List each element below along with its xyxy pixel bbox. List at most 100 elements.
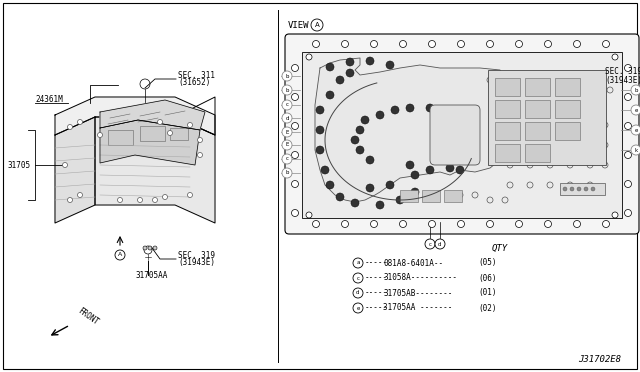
Circle shape bbox=[306, 212, 312, 218]
Circle shape bbox=[282, 127, 292, 137]
Circle shape bbox=[282, 85, 292, 95]
Text: e: e bbox=[634, 128, 637, 132]
Circle shape bbox=[77, 119, 83, 125]
Circle shape bbox=[631, 145, 640, 155]
Text: E: E bbox=[285, 129, 289, 135]
Circle shape bbox=[573, 41, 580, 48]
Text: 31705AA -------: 31705AA ------- bbox=[383, 304, 452, 312]
Circle shape bbox=[138, 198, 143, 202]
Circle shape bbox=[429, 221, 435, 228]
Circle shape bbox=[625, 122, 632, 129]
Circle shape bbox=[376, 201, 384, 209]
Circle shape bbox=[198, 153, 202, 157]
Bar bbox=[140, 126, 165, 141]
Circle shape bbox=[399, 221, 406, 228]
Circle shape bbox=[346, 58, 354, 66]
Circle shape bbox=[612, 54, 618, 60]
Circle shape bbox=[515, 221, 522, 228]
Circle shape bbox=[486, 41, 493, 48]
Circle shape bbox=[446, 164, 454, 172]
Circle shape bbox=[342, 221, 349, 228]
Text: c: c bbox=[285, 103, 289, 108]
Text: SEC. 311: SEC. 311 bbox=[178, 71, 215, 80]
Bar bbox=[444, 190, 462, 202]
Bar bbox=[170, 128, 188, 140]
Text: -----: ----- bbox=[365, 273, 388, 282]
Circle shape bbox=[291, 122, 298, 129]
Bar bbox=[422, 190, 440, 202]
Text: 24361M: 24361M bbox=[35, 96, 63, 105]
Bar bbox=[555, 100, 580, 118]
Bar bbox=[525, 122, 550, 140]
Circle shape bbox=[326, 91, 334, 99]
Circle shape bbox=[353, 258, 363, 268]
Circle shape bbox=[563, 187, 567, 191]
Circle shape bbox=[321, 166, 329, 174]
Circle shape bbox=[115, 250, 125, 260]
Text: c: c bbox=[356, 276, 360, 280]
Text: b: b bbox=[634, 87, 637, 93]
Text: (06): (06) bbox=[478, 273, 497, 282]
Circle shape bbox=[625, 93, 632, 100]
Circle shape bbox=[311, 19, 323, 31]
Circle shape bbox=[545, 41, 552, 48]
Circle shape bbox=[118, 198, 122, 202]
Circle shape bbox=[425, 239, 435, 249]
Circle shape bbox=[515, 41, 522, 48]
Polygon shape bbox=[100, 120, 200, 165]
Circle shape bbox=[631, 85, 640, 95]
Circle shape bbox=[612, 212, 618, 218]
Bar bbox=[495, 122, 520, 140]
Circle shape bbox=[342, 41, 349, 48]
Text: SEC. 319: SEC. 319 bbox=[178, 250, 215, 260]
Circle shape bbox=[282, 154, 292, 164]
Text: c: c bbox=[429, 241, 431, 247]
Text: a: a bbox=[356, 260, 360, 266]
Circle shape bbox=[371, 41, 378, 48]
Circle shape bbox=[97, 132, 102, 138]
Text: e: e bbox=[356, 305, 360, 311]
Circle shape bbox=[356, 146, 364, 154]
Circle shape bbox=[396, 196, 404, 204]
Bar bbox=[525, 144, 550, 162]
Text: (01): (01) bbox=[478, 289, 497, 298]
Circle shape bbox=[282, 168, 292, 178]
Circle shape bbox=[153, 246, 157, 250]
Circle shape bbox=[577, 187, 581, 191]
Circle shape bbox=[366, 156, 374, 164]
Circle shape bbox=[631, 125, 640, 135]
Text: -----: ----- bbox=[365, 304, 388, 312]
Text: FRONT: FRONT bbox=[76, 307, 100, 327]
Circle shape bbox=[391, 106, 399, 114]
Circle shape bbox=[366, 57, 374, 65]
Circle shape bbox=[426, 166, 434, 174]
Text: SEC. 319: SEC. 319 bbox=[605, 67, 640, 77]
Bar bbox=[555, 78, 580, 96]
Circle shape bbox=[346, 69, 354, 77]
Circle shape bbox=[631, 105, 640, 115]
Circle shape bbox=[312, 221, 319, 228]
Text: VIEW: VIEW bbox=[288, 20, 310, 29]
Circle shape bbox=[466, 108, 474, 116]
FancyBboxPatch shape bbox=[285, 34, 639, 234]
Polygon shape bbox=[95, 117, 215, 223]
Text: E: E bbox=[285, 142, 289, 148]
Circle shape bbox=[312, 41, 319, 48]
Bar bbox=[560, 183, 605, 195]
Circle shape bbox=[152, 198, 157, 202]
Text: d: d bbox=[438, 241, 442, 247]
Circle shape bbox=[336, 193, 344, 201]
Text: (31943E): (31943E) bbox=[605, 76, 640, 84]
Bar bbox=[108, 130, 133, 145]
Circle shape bbox=[366, 184, 374, 192]
Circle shape bbox=[316, 126, 324, 134]
Circle shape bbox=[573, 221, 580, 228]
Circle shape bbox=[77, 192, 83, 198]
Circle shape bbox=[291, 180, 298, 187]
Text: (31943E): (31943E) bbox=[178, 259, 215, 267]
Circle shape bbox=[371, 221, 378, 228]
Text: d: d bbox=[285, 115, 289, 121]
Text: k: k bbox=[634, 148, 637, 153]
Circle shape bbox=[458, 221, 465, 228]
Circle shape bbox=[353, 273, 363, 283]
